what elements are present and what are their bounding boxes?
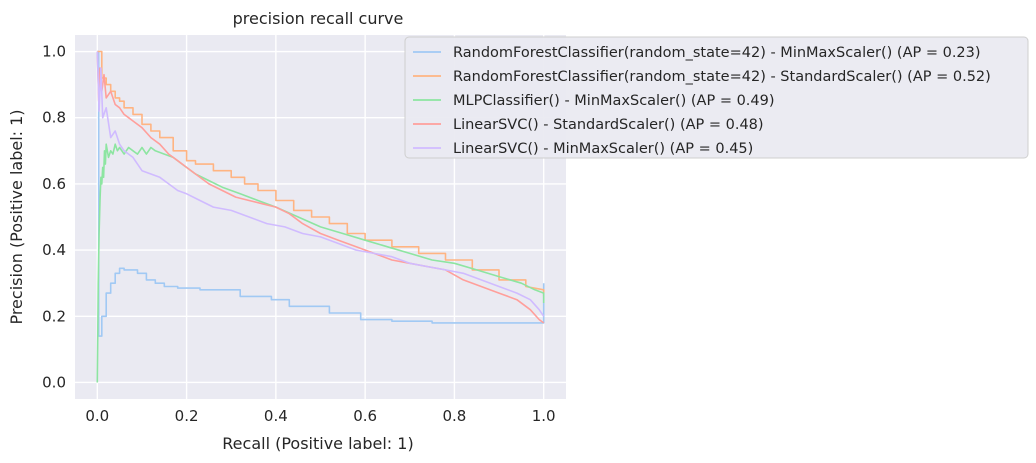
y-tick-label: 0.4: [42, 241, 66, 259]
legend-label-2: RandomForestClassifier(random_state=42) …: [453, 69, 991, 85]
y-tick-label: 1.0: [42, 43, 66, 61]
x-tick-label: 0.6: [353, 407, 377, 425]
legend-label-3: MLPClassifier() - MinMaxScaler() (AP = 0…: [453, 93, 775, 109]
series-line-1: [97, 50, 545, 337]
y-axis-label: Precision (Positive label: 1): [7, 109, 26, 324]
y-tick-label: 0.6: [42, 175, 66, 193]
x-axis-label: Recall (Positive label: 1): [222, 434, 413, 453]
chart-title: precision recall curve: [233, 9, 404, 28]
series-line-2: [97, 50, 545, 297]
x-tick-label: 0.4: [264, 407, 288, 425]
x-tick-label: 1.0: [532, 407, 556, 425]
series-line-3: [96, 143, 545, 383]
legend-items: RandomForestClassifier(random_state=42) …: [413, 45, 991, 157]
ticks: 0.0 0.2 0.4 0.6 0.8 1.0 0.0 0.2 0.4 0.6 0.8 1.0: [42, 43, 555, 425]
legend-label-1: RandomForestClassifier(random_state=42) …: [453, 45, 981, 61]
y-tick-label: 0.8: [42, 109, 66, 127]
legend-frame: [404, 36, 1029, 159]
legend-label-5: LinearSVC() - MinMaxScaler() (AP = 0.45): [453, 141, 753, 157]
x-tick-label: 0.0: [85, 407, 109, 425]
x-tick-label: 0.2: [175, 407, 199, 425]
legend-label-4: LinearSVC() - StandardScaler() (AP = 0.4…: [453, 117, 764, 133]
legend: RandomForestClassifier(random_state=42) …: [404, 36, 1029, 159]
series-lines: [96, 50, 545, 383]
x-tick-label: 0.8: [442, 407, 466, 425]
y-tick-label: 0.0: [42, 373, 66, 391]
y-tick-label: 0.2: [42, 307, 66, 325]
series-line-4: [96, 51, 545, 324]
series-line-5: [96, 51, 545, 317]
